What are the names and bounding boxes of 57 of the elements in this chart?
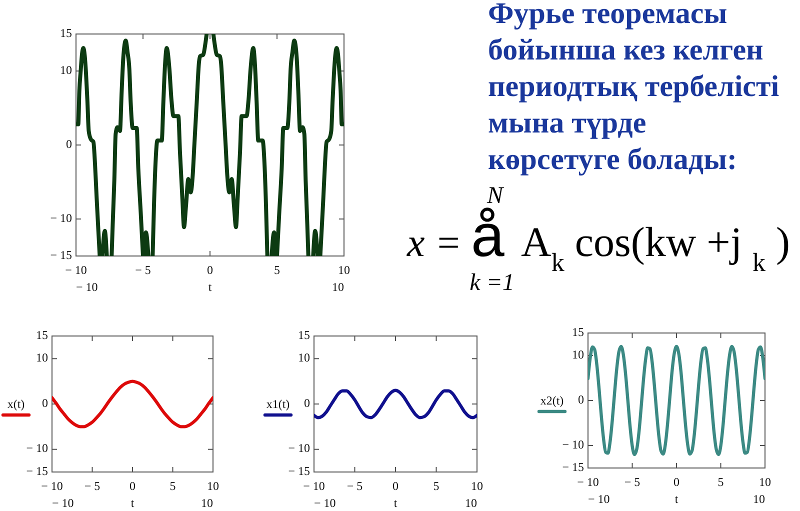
x-tick-label: 10 (759, 474, 771, 489)
y-tick-label: 15 (298, 328, 310, 342)
x-tick-label: 5 (433, 478, 440, 493)
text: x2(t) (540, 393, 564, 408)
x-tick-label: 5 (274, 262, 280, 277)
y-tick-label: 15 (572, 324, 584, 339)
text: 10 (465, 496, 477, 510)
x-tick-label: 0 (674, 474, 680, 489)
y-tick-label: 15 (60, 26, 72, 40)
y-tick-label: 0 (578, 392, 584, 406)
y-tick-label: − 10 (26, 441, 48, 456)
x-tick-label: 0 (130, 478, 136, 493)
y-tick-label: − 10 (50, 210, 72, 225)
y-tick-label: 10 (36, 350, 48, 364)
y-tick-label: 10 (298, 350, 310, 364)
x-tick-label: 10 (207, 478, 219, 493)
y-tick-label: − 15 (50, 248, 72, 262)
x-axis-title: t (130, 496, 135, 510)
x-axis-title: t (394, 496, 398, 510)
text: − 10 (314, 496, 336, 510)
x-tick-label: 0 (392, 478, 398, 493)
y-tick-label: 0 (66, 136, 72, 151)
y-tick-label: − 10 (288, 441, 310, 456)
x-tick-label: − 5 (346, 478, 363, 493)
text: k =1 (470, 270, 514, 296)
text: x1(t) (266, 396, 290, 411)
x-tick-label: − 5 (135, 262, 151, 277)
x-axis-title: t (674, 492, 679, 506)
x-tick-label: − 5 (84, 478, 100, 493)
text: A$_{k}$ cos(kw +j $_{k}$ ) (521, 220, 790, 276)
y-tick-label: − 15 (562, 460, 584, 474)
y-tick-label: 15 (36, 328, 48, 342)
text: 10 (332, 280, 344, 294)
x-axis-title: t (208, 280, 212, 294)
x-tick-label: 5 (718, 474, 724, 489)
y-tick-label: 10 (60, 62, 72, 77)
x-tick-label: 0 (207, 262, 213, 277)
text: − 10 (588, 492, 610, 506)
text: x = (406, 220, 462, 265)
text: 10 (201, 496, 213, 510)
x-tick-label: − 5 (624, 474, 640, 489)
text: x(t) (7, 396, 25, 411)
y-tick-label: − 15 (288, 464, 310, 478)
y-tick-label: 10 (572, 347, 584, 362)
y-tick-label: − 10 (562, 437, 584, 452)
y-tick-label: 0 (42, 396, 48, 410)
text: 10 (753, 492, 765, 506)
line-series (588, 344, 765, 456)
text: Фурье теоремасы бойынша кез келген периодтық тербелісті мына түрде көрсетуге болады: (488, 0, 780, 176)
y-tick-label: − 15 (26, 464, 48, 478)
text: − 10 (76, 280, 98, 294)
y-tick-label: 0 (304, 396, 310, 410)
x-tick-label: 10 (471, 478, 483, 493)
line-series (314, 388, 477, 420)
x-tick-label: 5 (170, 478, 176, 493)
x-tick-label: 10 (338, 262, 350, 277)
line-series (52, 380, 213, 428)
